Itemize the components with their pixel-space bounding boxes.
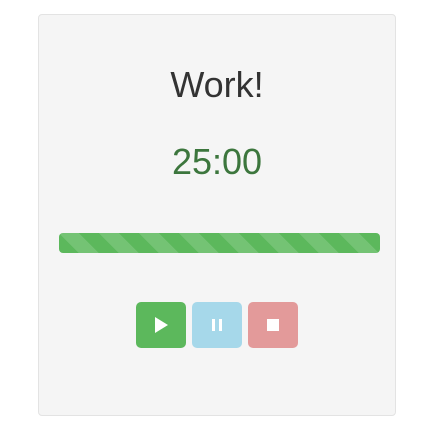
- pause-button[interactable]: [192, 302, 242, 348]
- play-button[interactable]: [136, 302, 186, 348]
- pomodoro-panel: Work! 25:00: [38, 14, 396, 416]
- mode-label: Work!: [170, 64, 264, 105]
- play-icon: [153, 316, 169, 334]
- time-display: 25:00: [171, 141, 263, 182]
- stop-icon: [266, 318, 280, 332]
- stop-button[interactable]: [248, 302, 298, 348]
- progress-bar: [59, 233, 380, 253]
- timer-controls: [136, 302, 298, 348]
- progress-fill: [59, 233, 380, 253]
- pause-icon: [211, 318, 223, 332]
